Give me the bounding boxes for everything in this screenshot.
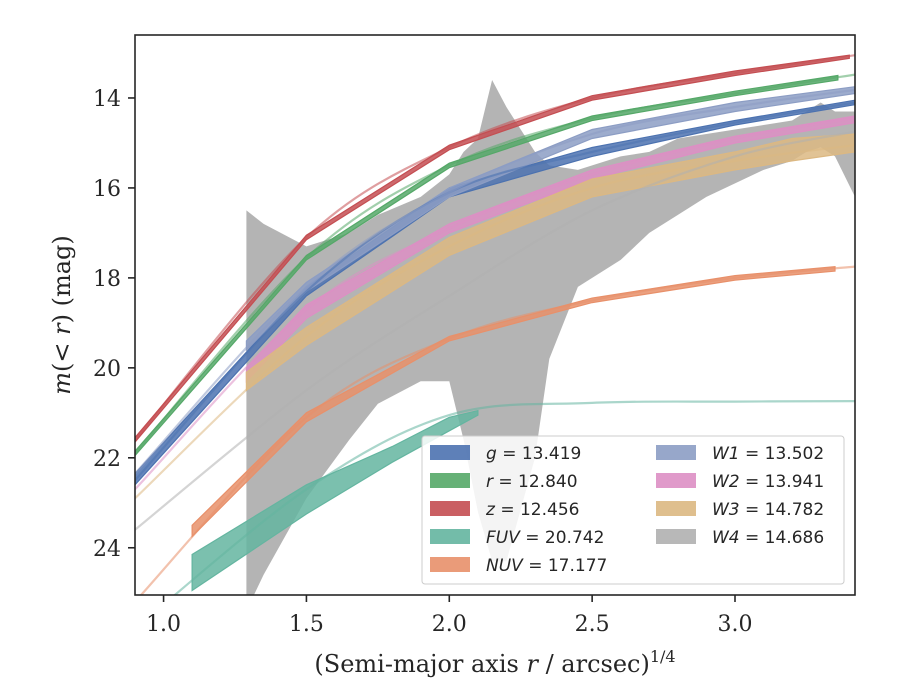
y-tick-label: 16	[93, 177, 121, 202]
model-line-w3	[135, 144, 855, 500]
y-tick-label: 14	[93, 87, 121, 112]
model-line-z	[135, 54, 855, 441]
y-tick-label: 22	[93, 447, 121, 472]
model-line-r	[135, 73, 855, 455]
band-w1	[245, 86, 855, 352]
legend-swatch-z	[430, 501, 470, 516]
uncertainty-bands	[135, 54, 855, 595]
y-axis-ticks: 14 16 18 20 22 24	[93, 87, 135, 562]
model-line-w2	[135, 117, 855, 491]
model-line-nuv	[139, 265, 855, 595]
legend-label-w1: W1 = 13.502	[712, 444, 824, 464]
y-axis-label: m(< r) (mag)	[48, 235, 76, 395]
band-w3	[245, 133, 855, 392]
x-tick-label: 2.5	[575, 612, 610, 637]
band-w2	[245, 115, 855, 383]
x-axis-label: (Semi-major axis r / arcsec)1/4	[314, 647, 675, 678]
legend-swatch-nuv	[430, 557, 470, 572]
legend-swatch-w2	[656, 473, 696, 488]
legend-label-w3: W3 = 14.782	[712, 500, 824, 520]
legend-swatch-w1	[656, 445, 696, 460]
x-tick-label: 1.0	[146, 612, 181, 637]
legend-label-w2: W2 = 13.941	[712, 472, 824, 492]
band-fuv	[191, 409, 479, 592]
legend: g = 13.419 r = 12.840 z = 12.456 FUV = 20.7…	[421, 435, 845, 585]
x-tick-label: 3.0	[718, 612, 753, 637]
legend-swatch-w4	[656, 529, 696, 544]
x-tick-label: 1.5	[289, 612, 324, 637]
plot-frame	[134, 34, 856, 596]
model-curves	[135, 54, 855, 595]
y-tick-label: 20	[93, 357, 121, 382]
legend-label-z: z = 12.456	[485, 500, 579, 520]
band-nuv	[191, 265, 836, 538]
y-tick-label: 18	[93, 267, 121, 292]
model-line-w4	[135, 130, 855, 531]
legend-label-w4: W4 = 14.686	[712, 528, 824, 548]
legend-swatch-r	[430, 473, 470, 488]
legend-label-r: r = 12.840	[486, 472, 578, 492]
model-line-fuv	[173, 400, 855, 595]
x-tick-label: 2.0	[432, 612, 467, 637]
band-r	[135, 74, 839, 457]
legend-swatch-w3	[656, 501, 696, 516]
legend-label-g: g = 13.419	[486, 444, 581, 464]
legend-frame	[421, 435, 845, 585]
model-line-w1	[135, 88, 855, 475]
x-axis-ticks: 1.0 1.5 2.0 2.5 3.0	[146, 595, 753, 637]
legend-swatch-g	[430, 445, 470, 460]
legend-label-nuv: NUV = 17.177	[486, 556, 607, 576]
legend-swatch-fuv	[430, 529, 470, 544]
y-tick-label: 24	[93, 537, 121, 562]
model-line-g	[135, 101, 855, 482]
band-w4	[246, 80, 855, 595]
legend-label-fuv: FUV = 20.742	[486, 528, 604, 548]
